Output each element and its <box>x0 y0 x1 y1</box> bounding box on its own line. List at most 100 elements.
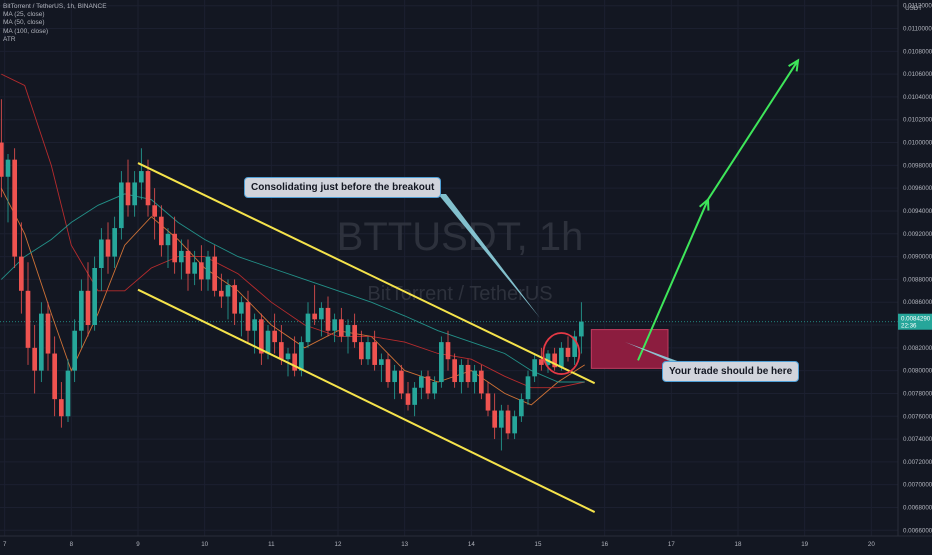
price-axis-currency[interactable]: USDT <box>905 5 922 12</box>
candle-body <box>312 313 317 320</box>
candle-body <box>452 359 457 383</box>
candle-body <box>172 233 177 263</box>
candle-body <box>379 359 384 365</box>
candle-body <box>385 359 391 383</box>
price-tick-label: 0.0090000 <box>903 254 932 261</box>
candle-body <box>212 256 217 291</box>
candle-body <box>239 302 244 314</box>
candle-body <box>352 325 357 343</box>
candle-body <box>225 285 231 297</box>
candle-body <box>532 359 537 377</box>
time-tick-label: 9 <box>136 541 140 548</box>
candle-body <box>405 393 411 405</box>
time-tick-label: 19 <box>801 541 808 548</box>
candle-body <box>265 330 271 354</box>
candle-body <box>219 290 224 297</box>
candle-body <box>232 285 237 314</box>
candle-body <box>59 399 64 417</box>
candle-body <box>92 268 97 326</box>
candle-body <box>572 336 577 357</box>
price-tick-label: 0.0102000 <box>903 117 932 124</box>
candle-body <box>479 370 484 394</box>
candle-body <box>5 159 11 177</box>
breakout-circle[interactable] <box>542 332 581 375</box>
target-arrow[interactable] <box>637 199 709 361</box>
time-tick-label: 7 <box>3 541 7 548</box>
candle-body <box>372 342 377 365</box>
candle-body <box>412 387 417 405</box>
watermark-name: BitTorrent / TetherUS <box>367 283 552 305</box>
price-tick-label: 0.0098000 <box>903 162 932 169</box>
time-tick-label: 8 <box>70 541 74 548</box>
grid-lines <box>0 0 898 536</box>
moving-average-line <box>1 73 585 389</box>
time-tick-label: 11 <box>268 541 275 548</box>
candle-body <box>339 319 344 337</box>
price-tick-label: 0.0096000 <box>903 185 932 192</box>
candle-body <box>365 342 371 360</box>
candle-body <box>205 256 211 280</box>
candle-body <box>125 182 131 206</box>
price-tick-label: 0.0094000 <box>903 208 932 215</box>
time-tick-label: 18 <box>735 541 742 548</box>
candle-body <box>319 307 324 320</box>
candle-body <box>199 262 204 280</box>
trade-callout[interactable]: Your trade should be here <box>662 361 800 382</box>
candle-body <box>492 410 497 428</box>
channel-line[interactable] <box>137 288 596 513</box>
price-tick-label: 0.0112000 <box>903 3 932 10</box>
price-axis[interactable]: USDT 0.0112000 0.0110000 0.0108000 0.010600… <box>897 0 932 536</box>
candle-body <box>445 342 451 360</box>
price-tick-label: 0.0074000 <box>903 436 932 443</box>
legend[interactable]: BitTorrent / TetherUS, 1h, BINANCE MA (2… <box>3 3 107 44</box>
candle-body <box>19 256 24 291</box>
candle-body <box>12 159 17 257</box>
legend-ma100[interactable]: MA (100, close) <box>3 27 49 35</box>
candle-body <box>485 393 491 411</box>
candle-body <box>152 205 157 217</box>
candle-body <box>292 353 297 371</box>
price-tick-label: 0.0106000 <box>903 71 932 78</box>
time-tick-label: 20 <box>868 541 875 548</box>
legend-ma25[interactable]: MA (25, close) <box>3 11 45 19</box>
time-axis[interactable]: 7 8 9 10 11 12 13 14 15 16 17 18 19 20 <box>0 535 932 548</box>
candle-body <box>525 376 531 400</box>
candle-body <box>279 342 284 360</box>
watermark-ticker: BTTUSDT, 1h <box>337 215 584 259</box>
callout-pointer <box>625 342 680 362</box>
candle-body <box>299 342 304 371</box>
candle-body <box>325 307 331 331</box>
price-tick-label: 0.0104000 <box>903 94 932 101</box>
drawings <box>137 58 800 513</box>
candle-body <box>145 171 151 206</box>
trade-zone-box[interactable] <box>590 329 669 369</box>
candle-body <box>192 262 197 274</box>
price-tick-label: 0.0078000 <box>903 390 932 397</box>
candle-body <box>425 376 431 394</box>
candle-body <box>259 319 264 354</box>
price-tick-label: 0.0068000 <box>903 504 932 511</box>
price-tick-label: 0.0100000 <box>903 140 932 147</box>
price-tick-label: 0.0108000 <box>903 48 932 55</box>
candle-body <box>465 364 471 383</box>
channel-line[interactable] <box>137 162 596 385</box>
candle-body <box>85 290 91 326</box>
moving-average-line <box>0 187 585 406</box>
candle-body <box>392 370 397 383</box>
legend-atr[interactable]: ATR <box>3 35 16 43</box>
target-arrow[interactable] <box>707 59 799 201</box>
candle-body <box>505 410 511 434</box>
consolidation-callout[interactable]: Consolidating just before the breakout <box>244 177 442 198</box>
moving-average-line <box>0 193 585 383</box>
candle-body <box>165 233 171 246</box>
time-tick-label: 14 <box>468 541 475 548</box>
last-price-value: 0.0084290 <box>901 316 931 323</box>
candle-body <box>79 290 84 331</box>
legend-symbol[interactable]: BitTorrent / TetherUS, 1h, BINANCE <box>3 3 107 10</box>
legend-ma50[interactable]: MA (50, close) <box>3 19 45 27</box>
candle-body <box>112 228 117 257</box>
candle-body <box>559 347 564 368</box>
